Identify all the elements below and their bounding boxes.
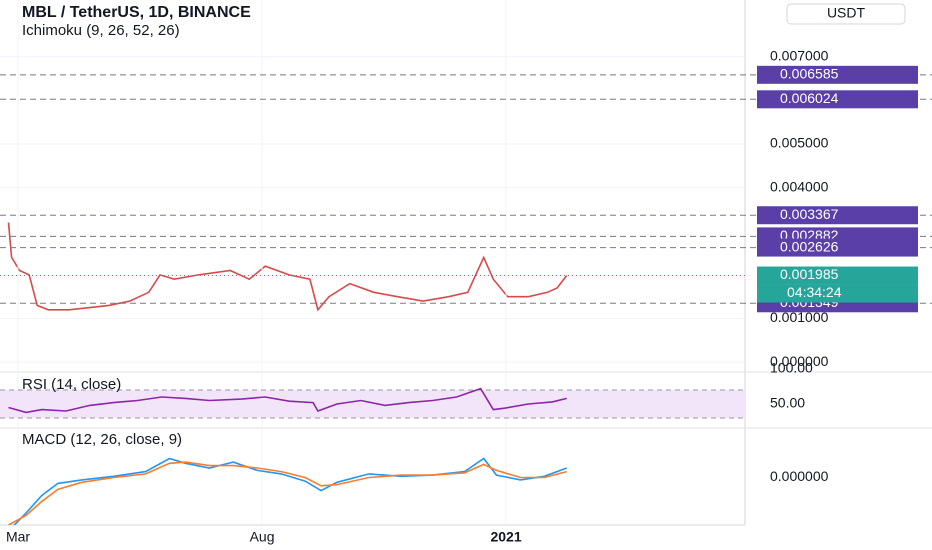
currency-label[interactable]: USDT — [827, 5, 866, 21]
x-tick-label: Aug — [250, 529, 275, 545]
pane — [8, 457, 567, 525]
series-line — [8, 387, 567, 414]
currency-button[interactable] — [786, 3, 906, 25]
price-tag — [757, 206, 918, 225]
price-tag-label: 0.003367 — [780, 206, 839, 222]
rsi-band — [0, 390, 745, 418]
price-tag — [757, 238, 918, 257]
series-line — [13, 457, 567, 525]
pane — [0, 56, 745, 363]
macd-title: MACD (12, 26, close, 9) — [22, 431, 182, 448]
chart-title: MBL / TetherUS, 1D, BINANCE — [22, 4, 251, 21]
indicator-label: Ichimoku (9, 26, 52, 26) — [22, 22, 180, 39]
y-tick-label: 0.004000 — [770, 178, 829, 194]
x-tick-label: 2021 — [490, 529, 521, 545]
series-line — [7, 222, 568, 312]
last-price-tag — [757, 266, 918, 285]
y-tick-label: 100.00 — [770, 360, 813, 376]
rsi-title: RSI (14, close) — [22, 376, 121, 393]
price-tag — [757, 90, 918, 109]
y-tick-label: 0.007000 — [770, 47, 829, 63]
countdown-tag — [757, 284, 918, 303]
pane — [0, 387, 745, 419]
last-price-label: 0.001985 — [780, 266, 839, 282]
price-tag-label: 0.006585 — [780, 66, 839, 82]
y-tick-label: 50.00 — [770, 395, 805, 411]
y-tick-label: 0.000000 — [770, 468, 829, 484]
countdown-label: 04:34:24 — [787, 284, 842, 300]
y-tick-label: 0.005000 — [770, 135, 829, 151]
y-tick-label: 0.000000 — [770, 353, 829, 369]
series-line — [8, 461, 567, 525]
x-tick-label: Mar — [6, 529, 30, 545]
y-tick-label: 0.001000 — [770, 309, 829, 325]
price-tag-label: 0.002626 — [780, 238, 839, 254]
price-tag-label: 0.006024 — [780, 90, 839, 106]
price-tag — [757, 65, 918, 84]
